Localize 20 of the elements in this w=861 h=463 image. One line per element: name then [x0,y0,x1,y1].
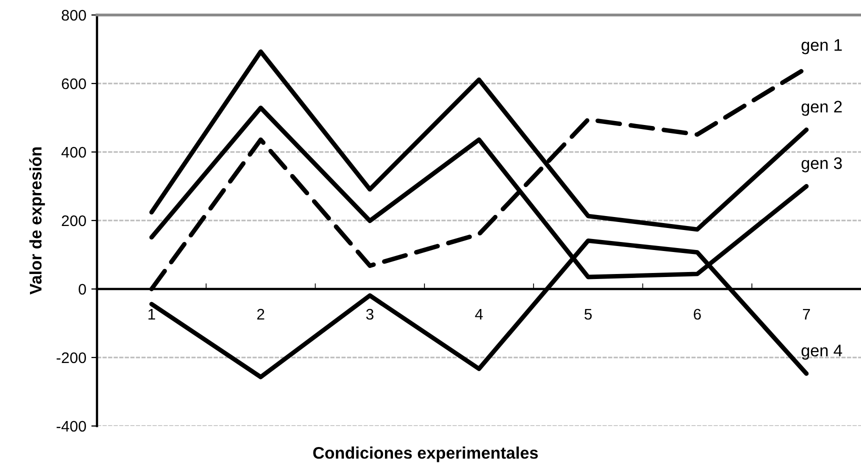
x-axis-title: Condiciones experimentales [313,446,538,462]
x-tick-label: 4 [475,309,483,320]
x-tick-label: 2 [257,308,264,320]
x-tick-label: 3 [366,308,374,320]
x-tick-label: 7 [802,309,810,320]
x-tick-label: 5 [584,309,592,320]
annotation: gen 1 [802,39,842,54]
y-tick-label: -200 [56,352,86,364]
y-tick-label: 800 [62,10,86,21]
y-tick-label: 600 [62,78,86,90]
y-axis-title: Valor de expresión [29,147,45,294]
y-tick-label: 0 [78,284,86,295]
y-tick-label: -400 [56,420,86,432]
x-tick-label: 1 [148,309,156,320]
annotation: gen 2 [802,100,842,116]
y-tick-label: 400 [61,146,86,158]
annotation: gen 3 [802,157,842,172]
y-tick-label: 200 [62,215,86,226]
annotation: gen 4 [802,344,842,360]
x-tick-label: 6 [694,308,701,320]
